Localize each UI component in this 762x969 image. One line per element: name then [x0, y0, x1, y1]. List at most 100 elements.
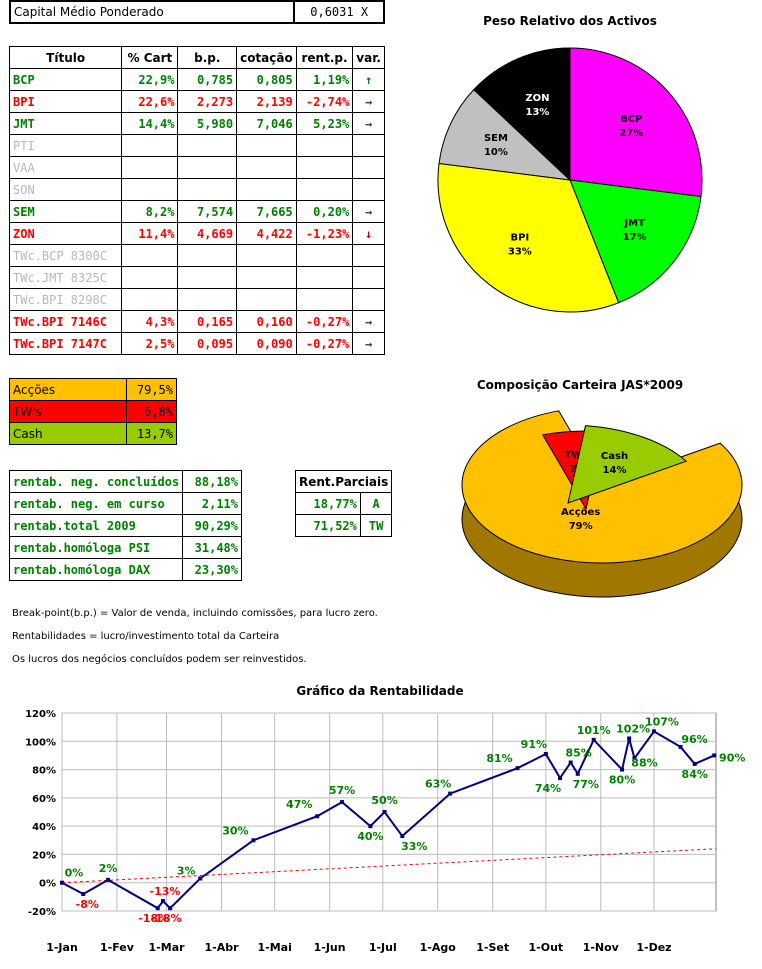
return-value: 31,48% [182, 536, 242, 559]
pie1-value: 33% [508, 247, 532, 258]
y-tick-label: 40% [32, 822, 56, 833]
holding-quote: 0,090 [236, 332, 297, 355]
holding-name: TWc.BPI 7146C [8, 310, 123, 333]
data-point [340, 800, 345, 805]
holding-pct [121, 266, 179, 289]
data-point [368, 824, 373, 829]
composition-row: Acções 79,5% [8, 378, 177, 401]
data-label: 47% [286, 798, 312, 811]
holding-bp: 0,095 [177, 332, 238, 355]
partial-value: 71,52% [295, 514, 361, 537]
x-tick-label: 1-Jun [314, 941, 346, 954]
data-point [692, 761, 697, 766]
header-cell: var. [352, 46, 385, 69]
data-point [651, 729, 656, 734]
partial-row: 18,77% A [295, 492, 393, 515]
holding-row: TWc.BPI 7147C 2,5% 0,095 0,090 -0,27% → [8, 332, 385, 355]
data-point [448, 791, 453, 796]
data-point [568, 760, 573, 765]
holding-pct [121, 288, 179, 311]
x-tick-label: 1-Nov [583, 941, 620, 954]
return-value: 88,18% [182, 470, 242, 493]
data-label: -18% [151, 912, 182, 925]
holding-return [295, 156, 354, 179]
holding-quote: 0,805 [236, 68, 297, 91]
holding-pct: 22,6% [121, 90, 179, 113]
data-point [161, 899, 166, 904]
header-cell: % Cart [121, 46, 179, 69]
data-point [712, 753, 717, 758]
holding-bp [177, 244, 238, 267]
trend-up-icon: ↑ [352, 68, 385, 91]
y-tick-label: 120% [25, 709, 56, 720]
data-label: 96% [681, 733, 707, 746]
pie2-slice-cash [567, 425, 688, 504]
trend-right-icon: → [352, 90, 385, 113]
holding-pct: 22,9% [121, 68, 179, 91]
holding-row: TWc.BCP 8300C [8, 244, 385, 267]
holding-return [295, 134, 354, 157]
data-point [558, 776, 563, 781]
composition-table: Acções 79,5% TW's 6,8% Cash 13,7% [8, 378, 177, 445]
line-title: Gráfico da Rentabilidade [296, 684, 464, 698]
holding-name: BCP [8, 68, 123, 91]
holding-bp [177, 266, 238, 289]
return-value: 2,11% [182, 492, 242, 515]
holding-pct [121, 156, 179, 179]
pie1-label: SEM [484, 133, 508, 144]
data-point [627, 736, 632, 741]
holding-pct: 2,5% [121, 332, 179, 355]
holding-pct [121, 134, 179, 157]
capital-table: Capital Médio Ponderado 0,6031 X [8, 0, 385, 24]
pie1-value: 17% [623, 232, 647, 243]
data-label: 63% [425, 778, 451, 791]
holding-quote: 4,422 [236, 222, 297, 245]
trend-right-icon: → [352, 112, 385, 135]
return-value: 90,29% [182, 514, 242, 537]
data-point [198, 876, 203, 881]
holding-quote: 7,665 [236, 200, 297, 223]
pie1-value: 27% [619, 128, 643, 139]
holding-row: TWc.BPI 7146C 4,3% 0,165 0,160 -0,27% → [8, 310, 385, 333]
pie1-title: Peso Relativo dos Activos [483, 14, 657, 28]
holding-bp [177, 288, 238, 311]
capital-value: 0,6031 X [293, 0, 385, 24]
composition-label: TW's [8, 400, 128, 423]
return-row: rentab.homóloga PSI 31,48% [8, 536, 242, 559]
header-cell: b.p. [177, 46, 238, 69]
x-tick-label: 1-Jan [46, 941, 78, 954]
partial-returns-table: Rent.Parciais 18,77% A 71,52% TW [294, 470, 393, 537]
partial-tag: TW [359, 514, 393, 537]
data-label: 33% [401, 840, 427, 853]
partial-value: 18,77% [295, 492, 361, 515]
data-point [81, 892, 86, 897]
return-row: rentab.homóloga DAX 23,30% [8, 558, 242, 581]
data-label: 74% [535, 782, 561, 795]
holding-bp [177, 178, 238, 201]
plot-area [61, 712, 717, 912]
holding-return: 5,23% [295, 112, 354, 135]
composition-value: 6,8% [126, 400, 177, 423]
holdings-table: Título% Cart b.p. cotação rent.p. var. BCP 22… [8, 46, 385, 355]
capital-label: Capital Médio Ponderado [8, 0, 296, 24]
holding-quote [236, 178, 297, 201]
y-tick-label: 100% [25, 737, 56, 748]
composition-value: 79,5% [126, 378, 177, 401]
holding-quote [236, 156, 297, 179]
data-point [543, 752, 548, 757]
data-label: 40% [357, 830, 383, 843]
data-label: 84% [682, 768, 708, 781]
holding-quote: 7,046 [236, 112, 297, 135]
return-value: 23,30% [182, 558, 242, 581]
returns-table: rentab. neg. concluídos 88,18% rentab. neg… [8, 470, 242, 581]
data-point [168, 906, 173, 911]
holding-return: -0,27% [295, 310, 354, 333]
data-point [382, 810, 387, 814]
holding-row: VAA [8, 156, 385, 179]
data-label: -18% [138, 912, 169, 925]
data-label: 101% [577, 724, 611, 737]
data-point [251, 838, 256, 843]
trend-cell [352, 244, 385, 267]
holding-name: ZON [8, 222, 123, 245]
